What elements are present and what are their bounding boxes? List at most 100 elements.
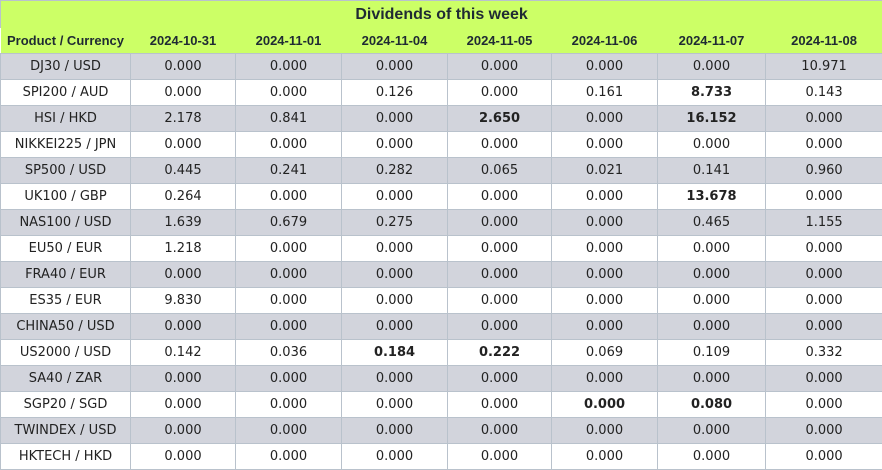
dividend-value-cell: 0.000 <box>131 444 236 470</box>
dividend-value-cell: 0.000 <box>448 210 552 236</box>
dividend-value-cell: 0.000 <box>131 392 236 418</box>
dividend-value-cell: 0.036 <box>236 340 342 366</box>
dividend-value-cell: 0.000 <box>766 418 882 444</box>
dividend-value-cell: 2.650 <box>448 106 552 132</box>
product-cell: DJ30 / USD <box>1 54 131 80</box>
dividend-value-cell: 0.000 <box>448 392 552 418</box>
dividend-value-cell: 0.000 <box>448 288 552 314</box>
dividend-value-cell: 0.000 <box>236 392 342 418</box>
product-cell: SP500 / USD <box>1 158 131 184</box>
dividend-value-cell: 0.000 <box>448 236 552 262</box>
product-cell: FRA40 / EUR <box>1 262 131 288</box>
dividend-value-cell: 0.000 <box>131 418 236 444</box>
product-cell: HSI / HKD <box>1 106 131 132</box>
dividend-value-cell: 0.000 <box>552 184 658 210</box>
dividend-value-cell: 0.000 <box>131 314 236 340</box>
dividend-value-cell: 0.000 <box>342 366 448 392</box>
dividend-value-cell: 0.000 <box>448 314 552 340</box>
dividend-value-cell: 0.000 <box>131 262 236 288</box>
dividend-value-cell: 0.000 <box>448 54 552 80</box>
dividend-value-cell: 0.000 <box>552 132 658 158</box>
product-cell: ES35 / EUR <box>1 288 131 314</box>
dividend-value-cell: 0.000 <box>658 54 766 80</box>
product-cell: EU50 / EUR <box>1 236 131 262</box>
dividend-value-cell: 0.000 <box>448 132 552 158</box>
product-cell: NIKKEI225 / JPN <box>1 132 131 158</box>
product-cell: HKTECH / HKD <box>1 444 131 470</box>
dividend-value-cell: 0.000 <box>552 210 658 236</box>
dividend-value-cell: 0.000 <box>658 366 766 392</box>
dividend-value-cell: 0.000 <box>766 184 882 210</box>
dividend-value-cell: 0.000 <box>131 366 236 392</box>
dividend-value-cell: 0.465 <box>658 210 766 236</box>
dividend-value-cell: 9.830 <box>131 288 236 314</box>
dividend-value-cell: 0.143 <box>766 80 882 106</box>
dividend-value-cell: 0.282 <box>342 158 448 184</box>
dividend-value-cell: 0.000 <box>236 444 342 470</box>
dividend-value-cell: 0.000 <box>658 444 766 470</box>
product-cell: SA40 / ZAR <box>1 366 131 392</box>
dividend-value-cell: 0.000 <box>342 236 448 262</box>
dividend-value-cell: 0.000 <box>766 444 882 470</box>
dividend-value-cell: 0.000 <box>766 106 882 132</box>
dividend-value-cell: 0.000 <box>658 132 766 158</box>
dividend-value-cell: 0.000 <box>448 80 552 106</box>
dividend-value-cell: 0.142 <box>131 340 236 366</box>
dividend-value-cell: 0.000 <box>658 288 766 314</box>
dividend-value-cell: 0.000 <box>131 80 236 106</box>
dividend-value-cell: 0.445 <box>131 158 236 184</box>
dividend-value-cell: 2.178 <box>131 106 236 132</box>
product-cell: UK100 / GBP <box>1 184 131 210</box>
column-header-date: 2024-11-07 <box>658 28 766 54</box>
column-header-date: 2024-11-06 <box>552 28 658 54</box>
dividend-value-cell: 0.000 <box>448 184 552 210</box>
dividend-value-cell: 0.000 <box>342 444 448 470</box>
dividend-value-cell: 0.679 <box>236 210 342 236</box>
dividend-value-cell: 1.218 <box>131 236 236 262</box>
product-cell: TWINDEX / USD <box>1 418 131 444</box>
dividend-value-cell: 0.069 <box>552 340 658 366</box>
dividend-value-cell: 0.000 <box>552 418 658 444</box>
dividend-value-cell: 0.000 <box>342 288 448 314</box>
dividend-value-cell: 0.275 <box>342 210 448 236</box>
dividend-value-cell: 0.000 <box>236 132 342 158</box>
dividend-value-cell: 0.000 <box>236 80 342 106</box>
dividend-value-cell: 1.639 <box>131 210 236 236</box>
dividend-value-cell: 13.678 <box>658 184 766 210</box>
dividend-value-cell: 0.126 <box>342 80 448 106</box>
column-header-date: 2024-11-04 <box>342 28 448 54</box>
dividend-value-cell: 0.000 <box>766 392 882 418</box>
column-header-product: Product / Currency <box>1 28 131 54</box>
dividend-value-cell: 8.733 <box>658 80 766 106</box>
dividend-value-cell: 0.000 <box>448 366 552 392</box>
dividend-value-cell: 0.109 <box>658 340 766 366</box>
dividend-value-cell: 0.000 <box>552 444 658 470</box>
dividend-value-cell: 0.184 <box>342 340 448 366</box>
dividend-value-cell: 0.000 <box>448 444 552 470</box>
dividend-value-cell: 16.152 <box>658 106 766 132</box>
dividend-value-cell: 0.000 <box>131 132 236 158</box>
table-title: Dividends of this week <box>1 1 882 29</box>
dividend-value-cell: 0.000 <box>236 314 342 340</box>
dividend-value-cell: 0.222 <box>448 340 552 366</box>
dividend-value-cell: 1.155 <box>766 210 882 236</box>
dividend-value-cell: 0.000 <box>342 392 448 418</box>
dividend-value-cell: 0.080 <box>658 392 766 418</box>
dividend-value-cell: 0.000 <box>342 262 448 288</box>
table-title-row: Dividends of this week <box>1 1 882 29</box>
dividend-value-cell: 0.000 <box>766 132 882 158</box>
dividend-value-cell: 0.000 <box>236 184 342 210</box>
dividend-value-cell: 0.000 <box>342 184 448 210</box>
product-cell: US2000 / USD <box>1 340 131 366</box>
dividend-value-cell: 0.000 <box>658 236 766 262</box>
